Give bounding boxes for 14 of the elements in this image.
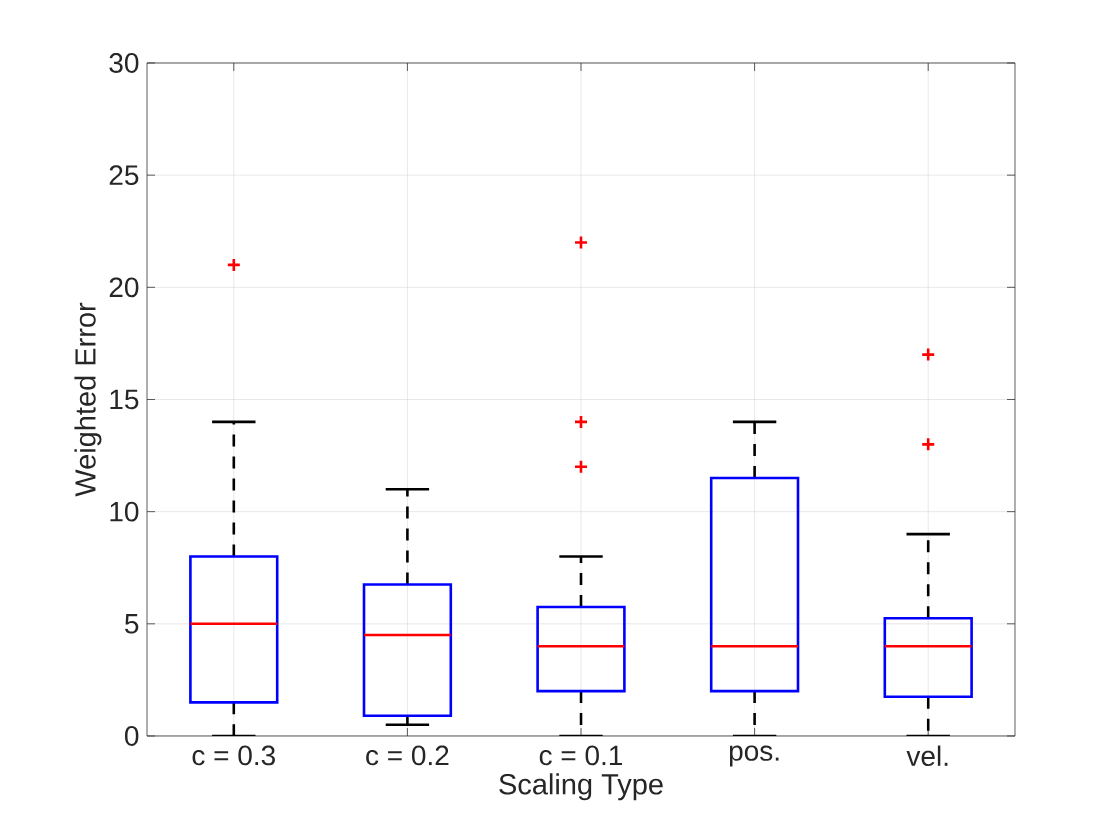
y-tick-label: 25	[109, 165, 139, 186]
x-tick-label: c = 0.1	[539, 745, 623, 766]
y-axis-title: Weighted Error	[74, 302, 102, 497]
y-tick-label: 20	[109, 277, 139, 298]
x-axis-title: Scaling Type	[499, 773, 663, 801]
y-tick-label: 10	[110, 501, 139, 522]
x-tick-label: pos.	[729, 745, 779, 767]
x-tick-label: vel.	[906, 745, 948, 767]
y-tick-label: 5	[125, 614, 139, 634]
y-tick-label: 15	[110, 389, 139, 410]
x-tick-label: c = 0.3	[192, 745, 275, 766]
y-tick-label: 0	[125, 726, 139, 746]
y-tick-label: 30	[109, 53, 139, 73]
x-tick-label: c = 0.2	[366, 745, 449, 766]
